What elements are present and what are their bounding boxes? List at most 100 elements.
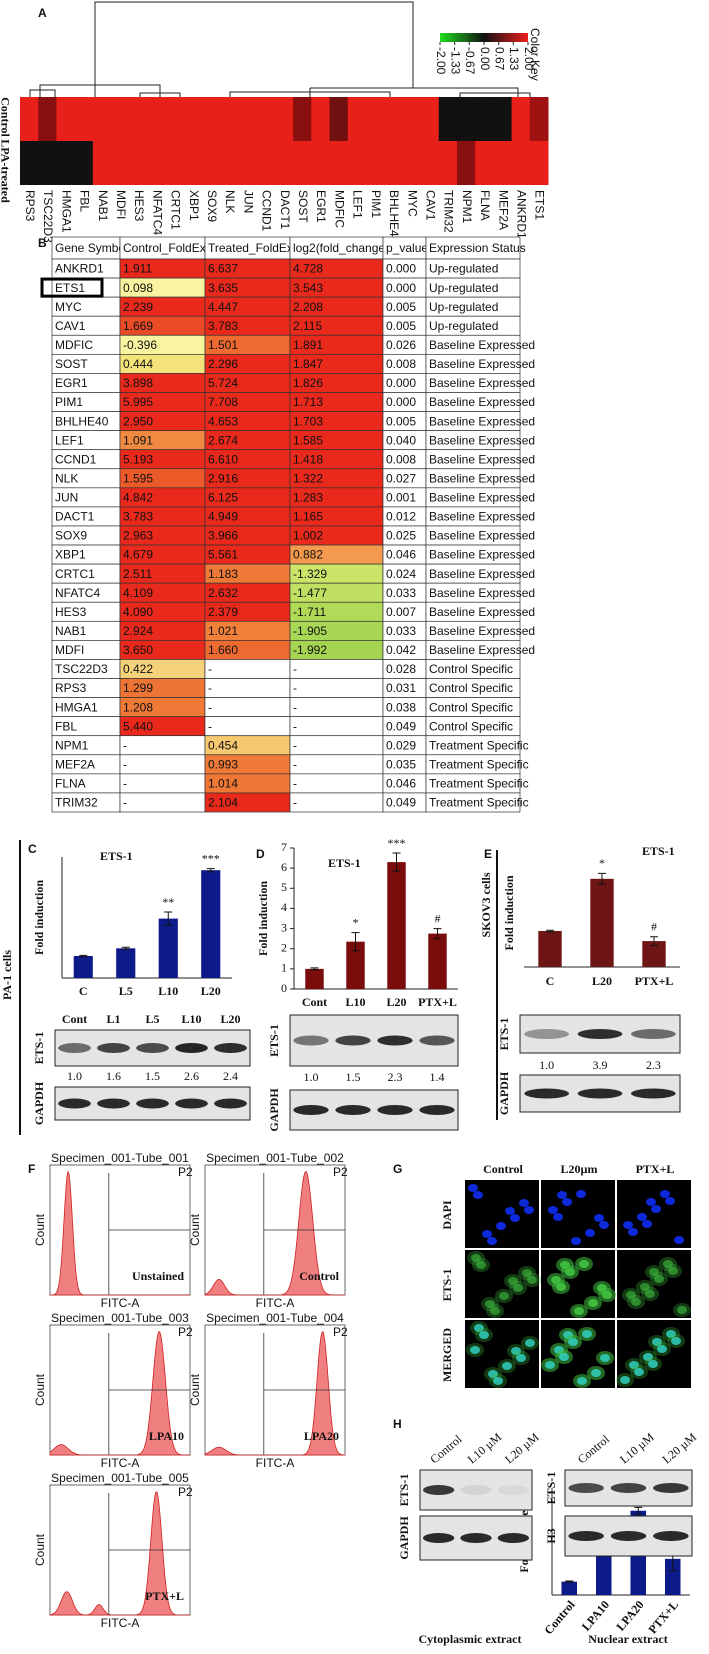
nucleus [657,1345,667,1353]
nucleus [519,1199,529,1207]
nucleus [620,1376,630,1384]
x-tick-label: L20 [592,974,612,988]
flow-y-label: Count [188,1373,202,1406]
panel-label: D [256,847,265,861]
nucleus [513,1284,523,1292]
flow-gate-label: P2 [333,1165,348,1179]
blot-band [653,1483,689,1493]
nucleus [591,1369,601,1377]
heatmap-cell [56,97,75,141]
blot-band [136,1099,169,1109]
table-text: CAV1 [55,319,86,333]
heatmap-cell [275,97,294,141]
table-text: Up-regulated [429,319,498,333]
table-text: Baseline Expressed [429,624,535,638]
table-text: TRIM32 [55,796,98,810]
table-text: 4.447 [208,300,238,314]
table-text: JUN [55,491,78,505]
flow-sample-label: LPA20 [304,1429,339,1443]
table-text: 1.165 [293,510,323,524]
table-text: 1.669 [123,319,153,333]
table-text: 1.014 [208,777,238,791]
table-text: Treatment Specific [429,757,529,771]
table-text: - [293,757,297,771]
heatmap-cell [421,97,440,141]
table-text: Baseline Expressed [429,510,535,524]
table-text: Baseline Expressed [429,643,535,657]
table-text: SOST [55,357,88,371]
blot-band [568,1483,604,1493]
flow-gate-label: P2 [178,1485,193,1499]
nucleus [559,1353,569,1361]
table-text: Up-regulated [429,300,498,314]
table-text: - [293,700,297,714]
blot-lane-label: L10 [181,1012,201,1026]
nucleus [599,1221,609,1229]
flow-y-label: Count [33,1373,47,1406]
flow-gate-label: P2 [178,1325,193,1339]
blot-band [524,1089,569,1099]
heatmap-cell [147,97,166,141]
heatmap-gene-label: FBL [78,190,92,212]
blot-lane-label: Cont [62,1012,87,1026]
table-text: 0.042 [386,643,416,657]
table-text: 1.021 [208,624,238,638]
table-text: 2.950 [123,414,153,428]
flow-title: Specimen_001-Tube_004 [206,1311,344,1325]
microscopy-column-label: PTX+L [636,1162,675,1176]
heatmap-gene-label: BHLHE40 [387,190,401,244]
nucleus [646,1198,656,1206]
table-text: 0.001 [386,491,416,505]
table-text: 1.713 [293,395,323,409]
heatmap-row-label: LPA-treated [0,139,12,203]
table-text: log2(fold_change) [293,241,389,255]
table-cell [290,698,383,717]
table-text: 0.000 [386,395,416,409]
blot-quantification: 2.6 [184,1069,199,1083]
table-text: 5.724 [208,376,238,390]
flow-y-label: Count [188,1213,202,1246]
blot-caption: Cytoplasmic extract [419,1632,522,1646]
table-text: NFATC4 [55,586,100,600]
blot-quantification: 1.4 [430,1070,445,1084]
table-text: 5.561 [208,548,238,562]
bar [538,931,561,967]
nucleus [479,1331,489,1339]
table-text: 3.898 [123,376,153,390]
table-text: 3.650 [123,643,153,657]
table-cell [120,793,205,812]
table-text: 0.028 [386,662,416,676]
table-text: 2.296 [208,357,238,371]
table-text: 2.632 [208,586,238,600]
table-text: Control Specific [429,681,513,695]
heatmap-gene-label: CAV1 [423,190,437,221]
flow-gate-label: P2 [333,1325,348,1339]
blot-lane-label: L5 [145,1012,159,1026]
table-text: 4.090 [123,605,153,619]
table-text: 0.033 [386,624,416,638]
nucleus [645,1290,655,1298]
heatmap-gene-label: MDFIC [332,190,346,228]
blot-band [419,1105,454,1115]
table-text: - [293,796,297,810]
nucleus [642,1220,652,1228]
table-text: 1.660 [208,643,238,657]
table-text: p_value [386,241,428,255]
table-text: DACT1 [55,510,95,524]
heatmap-gene-label: PIM1 [369,190,383,218]
table-text: 5.440 [123,719,153,733]
blot-quantification: 2.3 [646,1058,661,1072]
table-text: 0.031 [386,681,416,695]
color-key-title: Color Key [528,28,542,81]
blot-band [460,1485,491,1495]
significance-label: *** [388,836,406,850]
table-text: 2.916 [208,471,238,485]
chart-title: ETS-1 [100,849,133,863]
table-text: Baseline Expressed [429,395,535,409]
table-cell [205,679,290,698]
table-text: Baseline Expressed [429,414,535,428]
heatmap-cell [293,141,312,185]
heatmap-cell [384,97,403,141]
blot-row-label: GAPDH [267,1088,281,1132]
table-text: EGR1 [55,376,88,390]
